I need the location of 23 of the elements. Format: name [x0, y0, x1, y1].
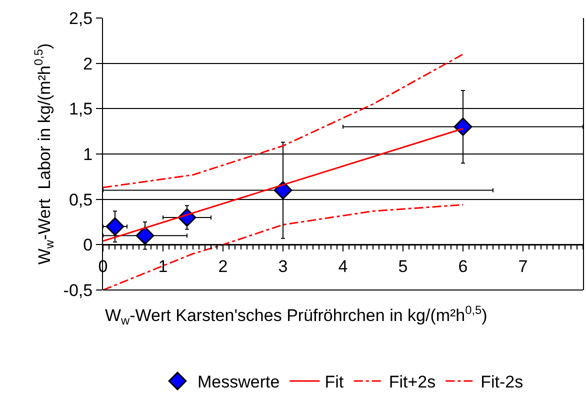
line-series [103, 54, 464, 188]
x-tick-label: 2 [218, 257, 228, 276]
x-tick-label: 4 [338, 257, 348, 276]
y-tick-label: -0,5 [63, 280, 93, 300]
y-tick-label: 2,5 [68, 8, 93, 28]
x-tick-label: 7 [518, 257, 528, 276]
legend-label: Fit-2s [480, 372, 524, 392]
point [106, 217, 124, 236]
y-tick-label: 1 [83, 144, 93, 164]
y-tick-label: 1,5 [68, 100, 93, 119]
legend-label: Messwerte [198, 372, 280, 392]
point [136, 226, 154, 245]
y-tick-label: 0,5 [68, 190, 93, 210]
legend-label: Fit [324, 372, 344, 392]
x-tick-label: 6 [458, 257, 468, 276]
y-tick-label: 2 [83, 54, 93, 74]
legend-label: Fit+2s [388, 372, 436, 392]
x-tick-label: 3 [278, 257, 288, 276]
x-tick-label: 5 [398, 257, 408, 276]
point [454, 118, 472, 136]
x-axis-title: W$_{w}$-Wert Karsten'sches Prüfröhrchen in kg/(m²h$^{0,5}$) [105, 303, 488, 328]
y-tick-label: 0 [83, 236, 93, 255]
point [274, 181, 292, 200]
